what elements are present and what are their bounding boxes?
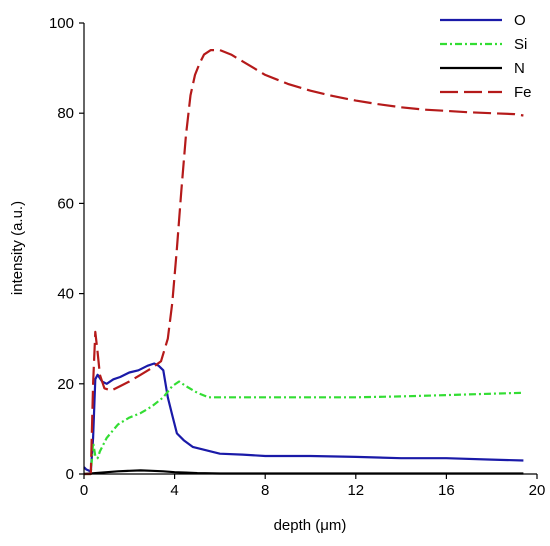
series-line-fe xyxy=(84,49,524,476)
x-tick-label: 4 xyxy=(170,482,178,499)
y-tick-label: 60 xyxy=(57,195,74,212)
x-tick-label: 8 xyxy=(261,482,269,499)
ticks: 0 4 8 12 16 20 0 20 40 60 80 100 xyxy=(49,15,545,499)
x-axis-title: depth (μm) xyxy=(274,517,347,534)
legend: O Si N Fe xyxy=(440,12,532,101)
axes xyxy=(83,23,537,475)
y-tick-label: 40 xyxy=(57,286,74,303)
x-tick-label: 16 xyxy=(438,482,455,499)
x-tick-label: 20 xyxy=(529,482,546,499)
legend-label-si: Si xyxy=(514,36,527,53)
legend-label-o: O xyxy=(514,12,526,29)
series-line-o xyxy=(83,362,524,473)
y-tick-label: 100 xyxy=(49,15,74,32)
legend-label-n: N xyxy=(514,60,525,77)
x-tick-label: 0 xyxy=(80,482,88,499)
y-axis-title: intensity (a.u.) xyxy=(9,201,26,295)
y-tick-label: 80 xyxy=(57,105,74,122)
x-tick-label: 12 xyxy=(347,482,364,499)
legend-label-fe: Fe xyxy=(514,84,532,101)
y-tick-label: 20 xyxy=(57,376,74,393)
series-line-si xyxy=(84,380,524,476)
plot-lines xyxy=(83,49,524,476)
y-tick-label: 0 xyxy=(66,466,74,483)
